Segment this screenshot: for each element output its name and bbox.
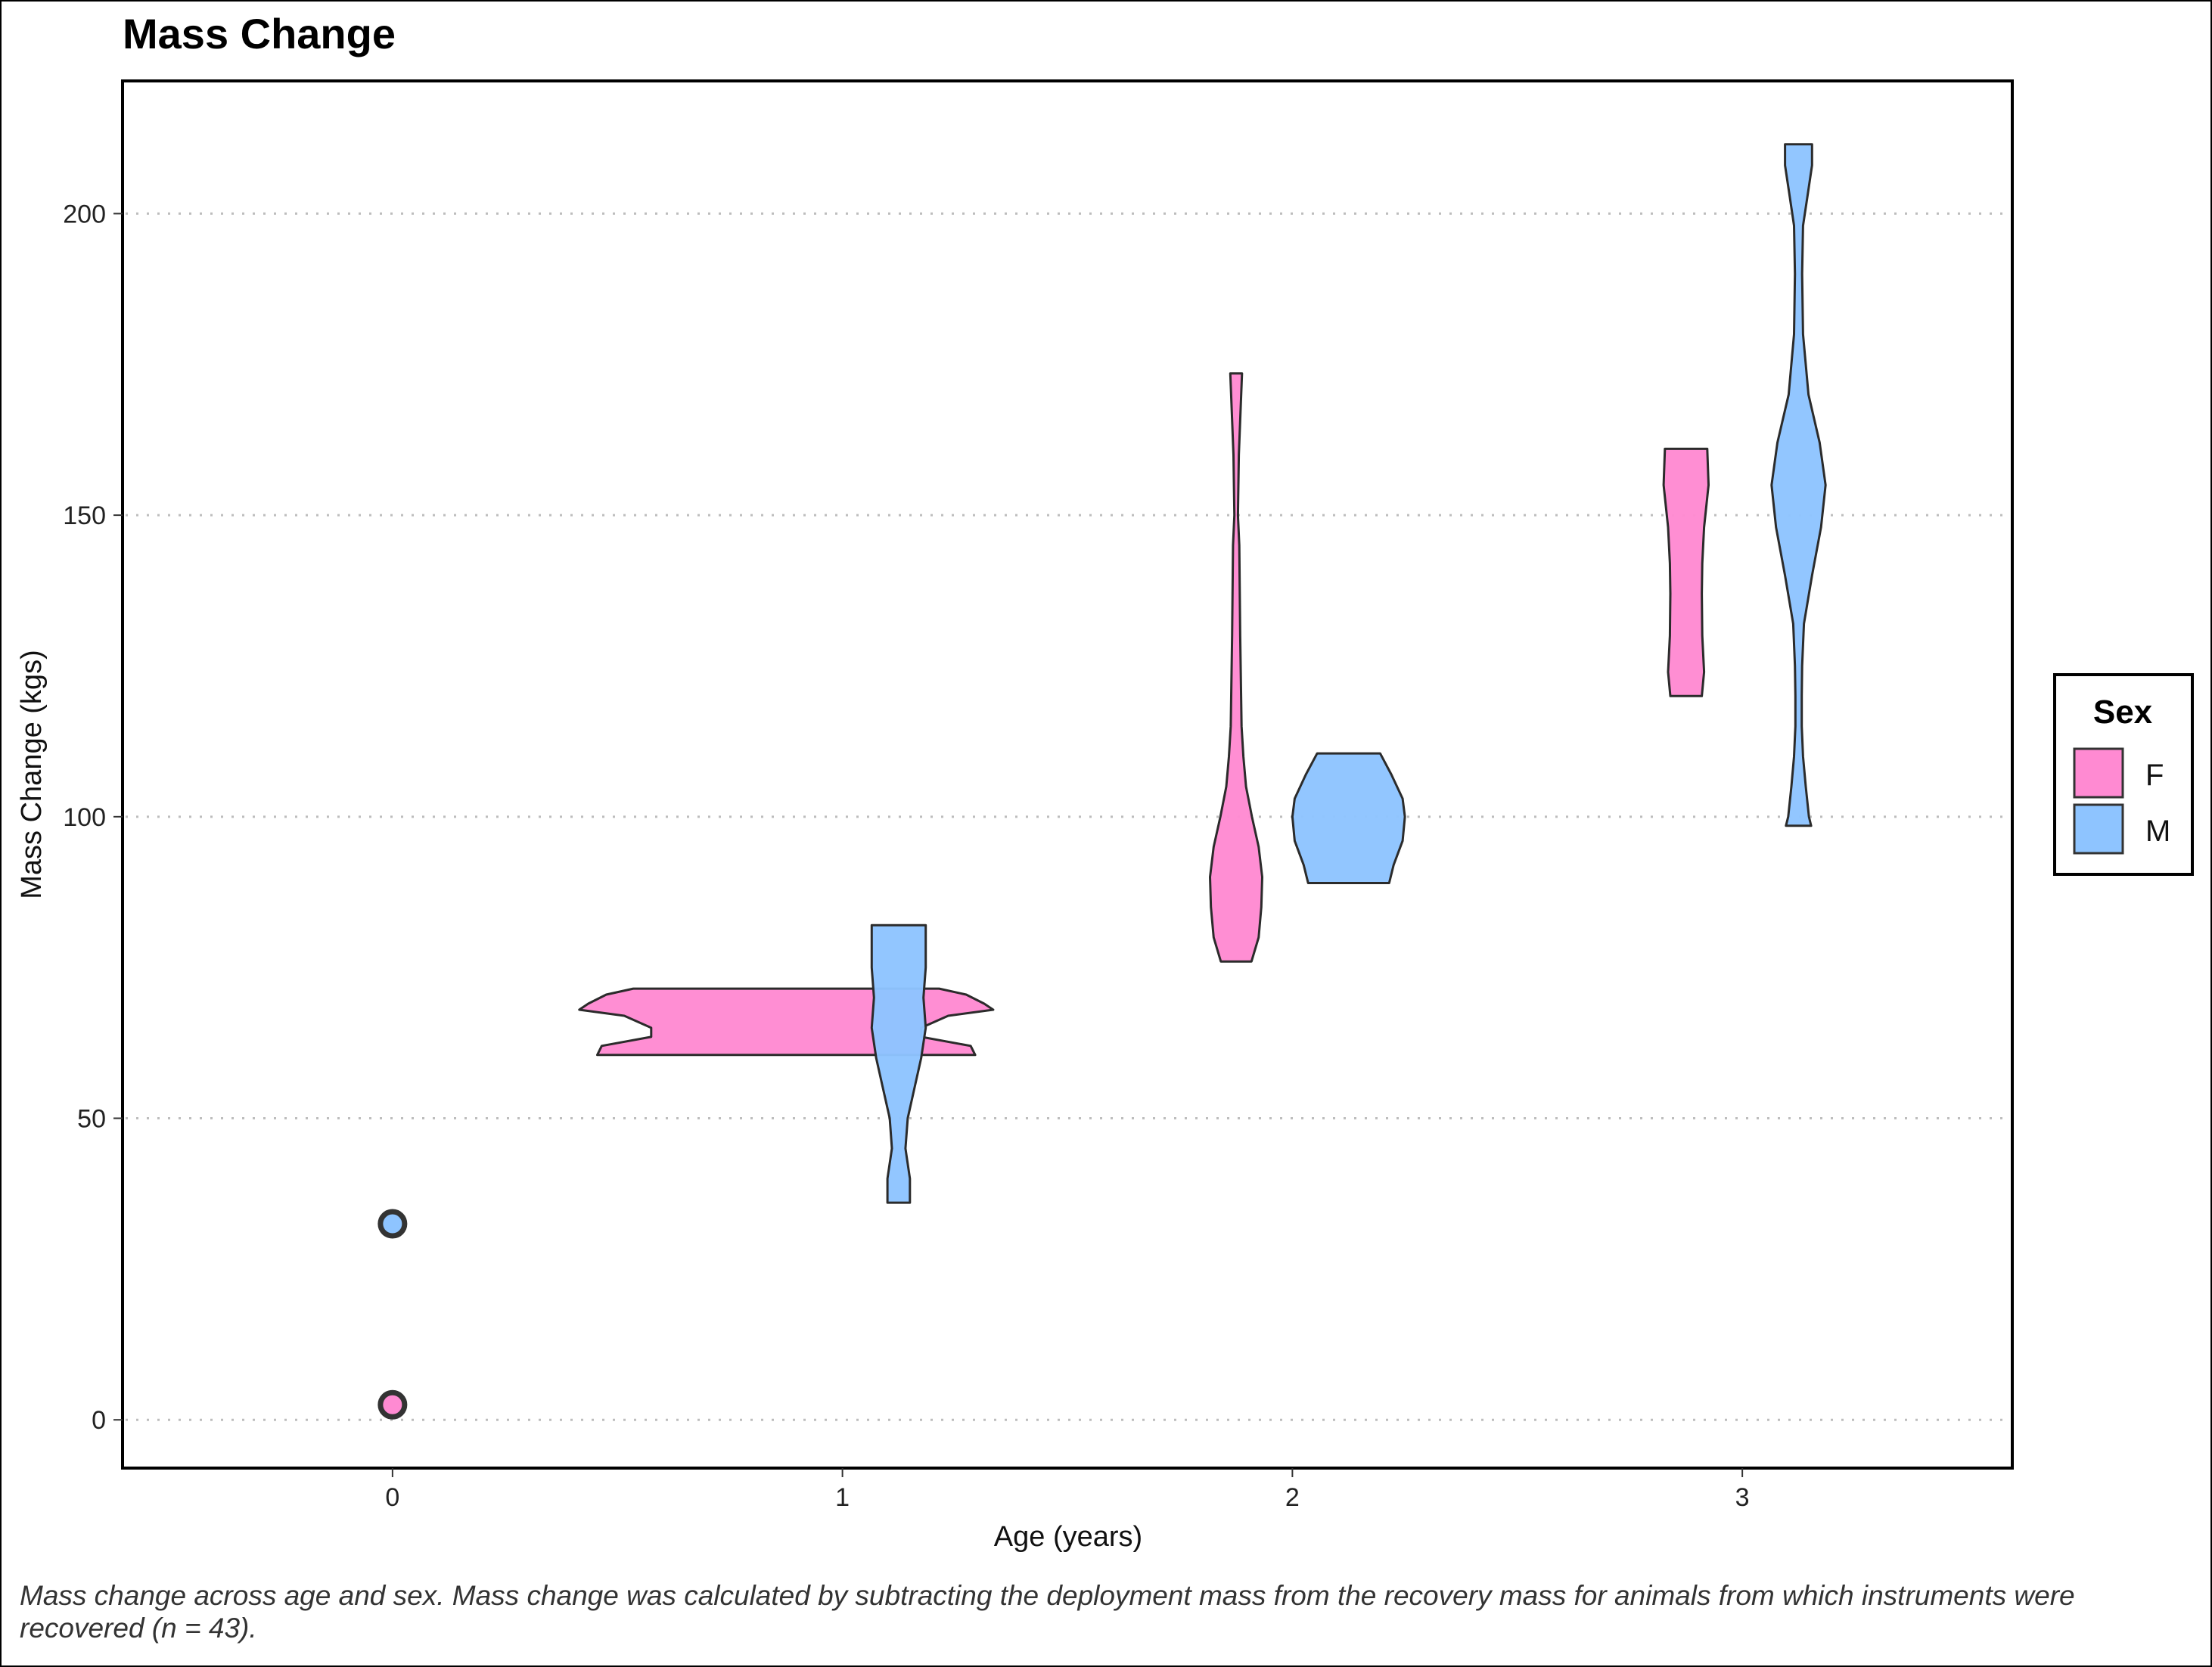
legend-swatch-f (2073, 747, 2124, 799)
violin-m-age-1 (870, 924, 927, 1204)
y-tick-label: 200 (63, 200, 106, 228)
y-tick-label: 50 (77, 1105, 106, 1134)
gridlines (126, 212, 2009, 1421)
point-f-age-0 (377, 1389, 408, 1420)
y-tick-label: 100 (63, 803, 106, 832)
x-axis-label: Age (years) (994, 1521, 1142, 1553)
legend-title: Sex (2093, 694, 2153, 731)
legend-label-m: M (2145, 815, 2170, 848)
violin-m-age-2 (1291, 752, 1406, 884)
chart-title: Mass Change (123, 10, 396, 57)
y-axis-ticks: 0 50 100 150 200 (63, 200, 123, 1435)
y-axis-label: Mass Change (kgs) (16, 650, 48, 899)
points (377, 1209, 408, 1420)
plot-border (121, 79, 2014, 1470)
violins (578, 143, 1827, 1204)
legend-swatch-m (2073, 803, 2124, 855)
violin-chart: Mass Change 0 50 100 150 200 0 1 2 3 Age (years… (16, 10, 2194, 1553)
violin-f-age-3 (1662, 447, 1710, 697)
x-axis-ticks: 0 1 2 3 (385, 1468, 1750, 1512)
violin-f-age-2 (1209, 372, 1263, 963)
violin-f-age-1 (578, 987, 995, 1057)
legend: Sex F M (2053, 673, 2194, 876)
y-tick-label: 150 (63, 501, 106, 530)
x-tick-label: 3 (1735, 1483, 1750, 1512)
x-tick-label: 2 (1285, 1483, 1300, 1512)
x-tick-label: 1 (835, 1483, 850, 1512)
figure-caption: Mass change across age and sex. Mass cha… (20, 1580, 2075, 1644)
point-m-age-0 (377, 1209, 408, 1239)
x-tick-label: 0 (385, 1483, 399, 1512)
y-tick-label: 0 (92, 1406, 106, 1435)
legend-label-f: F (2145, 759, 2164, 792)
violin-m-age-3 (1770, 143, 1827, 827)
